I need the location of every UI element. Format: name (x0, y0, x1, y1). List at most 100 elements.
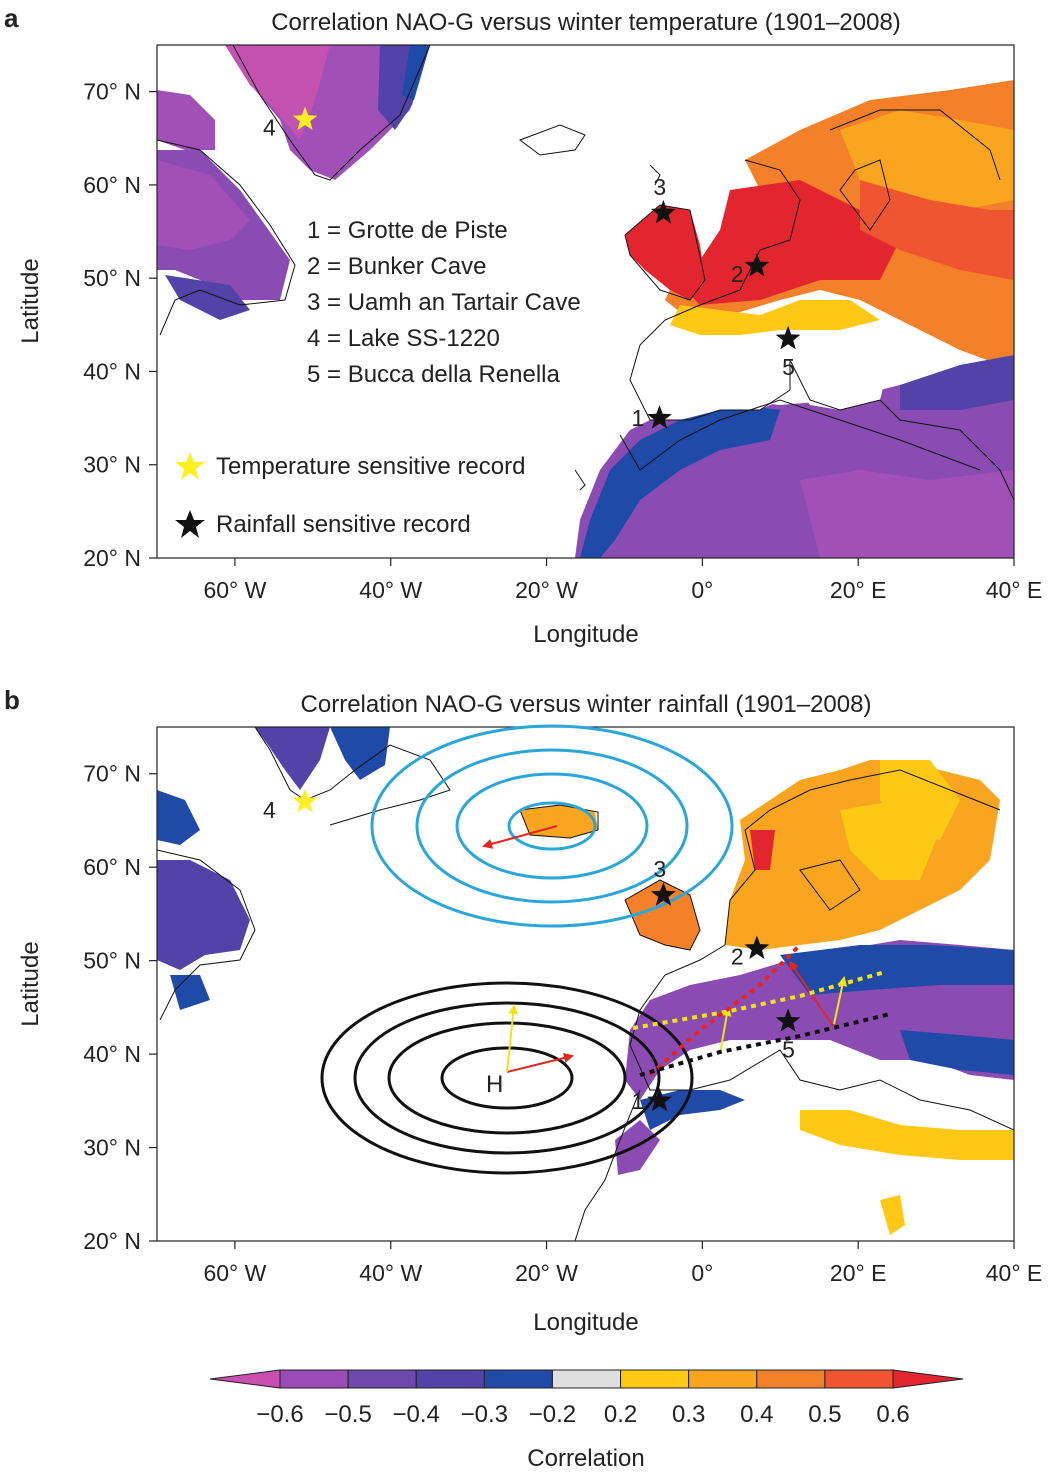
colorbar-tick-label: −0.5 (324, 1401, 371, 1428)
colorbar-segment (483, 1369, 553, 1389)
lat-tick-label: 30° N (83, 1135, 141, 1161)
colorbar-segment (620, 1369, 690, 1389)
panel-b: b Correlation NAO-G versus winter rainfa… (4, 685, 1042, 1336)
rainfall-star-icon (647, 405, 672, 429)
site-number-label: 5 (782, 1036, 795, 1062)
site-number-label: 4 (263, 797, 276, 823)
panel-b-letter: b (4, 685, 20, 715)
lat-tick-label: 30° N (83, 452, 141, 478)
site-key-1: 1 = Grotte de Piste (307, 217, 508, 244)
colorbar-segment (551, 1369, 622, 1389)
panel-a-axes: 60° W 40° W 20° W 0° 20° E 40° E 20° N 30° N 40°… (83, 79, 1042, 603)
lon-tick-label: 60° W (203, 1260, 266, 1286)
colorbar-segment (209, 1369, 281, 1389)
site-key-4: 4 = Lake SS-1220 (307, 325, 500, 352)
panel-a-sites: 1 2 3 4 5 (263, 106, 801, 431)
colorbar-segment (892, 1369, 964, 1389)
site-key-5: 5 = Bucca della Renella (307, 361, 560, 388)
lon-tick-label: 20° W (515, 1260, 578, 1286)
panel-a: a Correlation NAO-G versus winter temper… (4, 3, 1042, 648)
colorbar-segment (279, 1369, 349, 1389)
colorbar-segment (756, 1369, 826, 1389)
colorbar-segment (347, 1369, 417, 1389)
rainfall-star-icon (744, 935, 770, 959)
site-key: 1 = Grotte de Piste 2 = Bunker Cave 3 = … (307, 217, 581, 388)
lon-tick-label: 40° E (986, 577, 1043, 603)
temperature-star-icon (292, 106, 318, 131)
panel-b-coastlines (157, 727, 1014, 1241)
lon-tick-label: 40° W (359, 577, 422, 603)
rainfall-star-icon (775, 1008, 801, 1032)
marker-legend: Temperature sensitive record Rainfall se… (175, 452, 525, 538)
storm-tracks (632, 943, 891, 1077)
lon-tick-label: 0° (691, 577, 713, 603)
colorbar-tick-label: 0.4 (740, 1401, 773, 1428)
panel-b-sites: 1 2 3 4 5 (263, 788, 801, 1114)
colorbar-tick-label: −0.4 (393, 1401, 440, 1428)
site-key-3: 3 = Uamh an Tartair Cave (307, 289, 581, 316)
site-number-label: 1 (632, 1088, 645, 1114)
rainfall-star-icon (775, 325, 801, 350)
site-number-label: 2 (731, 261, 744, 287)
site-number-label: 3 (653, 174, 666, 200)
colorbar-tick-label: −0.6 (256, 1401, 303, 1428)
lat-tick-label: 70° N (83, 79, 141, 105)
lon-tick-label: 20° W (515, 577, 578, 603)
panel-a-title: Correlation NAO-G versus winter temperat… (271, 9, 901, 36)
panel-a-frame (156, 44, 1015, 559)
site-number-label: 4 (263, 115, 276, 141)
lon-tick-label: 60° W (203, 577, 266, 603)
temperature-star-icon (292, 788, 318, 813)
lat-tick-label: 40° N (83, 1041, 141, 1067)
colorbar-tick-label: 0.2 (604, 1401, 637, 1428)
lat-tick-label: 60° N (83, 172, 141, 198)
site-number-label: 2 (731, 943, 744, 969)
panel-a-map (157, 45, 1014, 558)
panel-b-xlabel: Longitude (533, 1309, 638, 1336)
high-pressure-label: H (486, 1071, 503, 1098)
lat-tick-label: 40° N (83, 358, 141, 384)
lat-tick-label: 50° N (83, 265, 141, 291)
lon-tick-label: 40° W (359, 1260, 422, 1286)
lat-tick-label: 50° N (83, 948, 141, 974)
lon-tick-label: 40° E (986, 1260, 1043, 1286)
colorbar-tick-label: 0.6 (876, 1401, 909, 1428)
lat-tick-label: 70° N (83, 761, 141, 787)
colorbar-segment (824, 1369, 894, 1389)
lat-tick-label: 60° N (83, 854, 141, 880)
colorbar: −0.6 −0.5 −0.4 −0.3 −0.2 0.2 0.3 0.4 0.5 0.6 (209, 1369, 964, 1428)
panel-b-axes: 60° W 40° W 20° W 0° 20° E 40° E 20° N 30° N 40°… (83, 761, 1042, 1286)
rainfall-star-icon (647, 1087, 672, 1112)
site-number-label: 5 (782, 354, 795, 380)
lon-tick-label: 0° (691, 1260, 713, 1286)
lon-tick-label: 20° E (830, 1260, 887, 1286)
lat-tick-label: 20° N (83, 545, 141, 571)
colorbar-label: Correlation (527, 1445, 644, 1472)
site-key-2: 2 = Bunker Cave (307, 253, 486, 280)
panel-a-letter: a (4, 3, 19, 33)
panel-a-xlabel: Longitude (533, 621, 638, 648)
site-number-label: 3 (653, 856, 666, 882)
panel-b-ylabel: Latitude (17, 941, 44, 1026)
temperature-star-icon (175, 452, 205, 480)
colorbar-segment (688, 1369, 758, 1389)
site-number-label: 1 (632, 405, 645, 431)
colorbar-tick-label: −0.3 (461, 1401, 508, 1428)
low-pressure-contours (370, 724, 734, 928)
rainfall-star-icon (651, 199, 676, 224)
rainfall-star-icon (651, 882, 676, 906)
rainfall-star-icon (744, 253, 770, 277)
colorbar-segment (415, 1369, 485, 1389)
temperature-legend-label: Temperature sensitive record (216, 453, 525, 480)
colorbar-tick-label: 0.5 (808, 1401, 841, 1428)
colorbar-tick-label: −0.2 (529, 1401, 576, 1428)
lon-tick-label: 20° E (830, 577, 887, 603)
rainfall-legend-label: Rainfall sensitive record (216, 511, 471, 538)
rainfall-star-icon (175, 510, 205, 538)
panel-b-title: Correlation NAO-G versus winter rainfall… (301, 691, 872, 718)
high-pressure-contours (320, 981, 694, 1175)
lat-tick-label: 20° N (83, 1228, 141, 1254)
panel-a-ylabel: Latitude (17, 258, 44, 343)
colorbar-tick-label: 0.3 (672, 1401, 705, 1428)
